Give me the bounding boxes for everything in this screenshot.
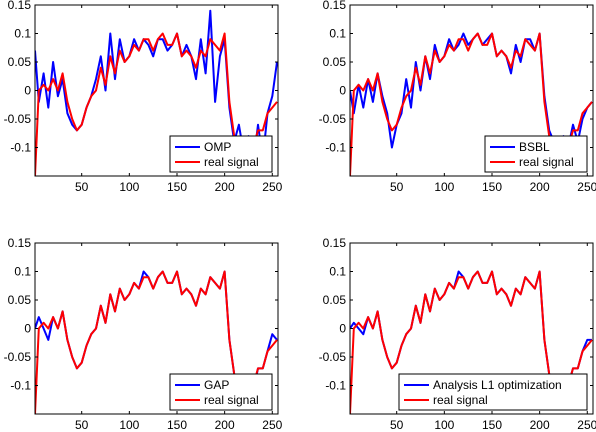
legend-label: real signal bbox=[204, 393, 259, 407]
legend-label: real signal bbox=[519, 155, 574, 169]
y-tick-label: -0.05 bbox=[319, 350, 347, 364]
x-tick-label: 150 bbox=[482, 418, 502, 432]
legend-label: Analysis L1 optimization bbox=[433, 378, 562, 392]
legend-label: OMP bbox=[204, 140, 231, 154]
y-tick-label: 0.05 bbox=[323, 293, 347, 307]
y-tick-label: -0.1 bbox=[325, 141, 346, 155]
x-tick-label: 100 bbox=[434, 180, 454, 194]
x-tick-label: 150 bbox=[167, 180, 187, 194]
chart-panel-2: 50 100 150 200 250 -0.1 -0.05 0 0.05 0.1 0.15 BSBLr… bbox=[319, 0, 596, 194]
chart-panel-3: 50 100 150 200 250 -0.1 -0.05 0 0.05 0.1 0.15 GAPre… bbox=[4, 236, 283, 432]
x-tick-label: 200 bbox=[215, 418, 235, 432]
y-tick-label: 0.1 bbox=[329, 27, 346, 41]
y-tick-label: -0.1 bbox=[10, 141, 31, 155]
x-tick-label: 250 bbox=[577, 418, 596, 432]
y-tick-label: 0.05 bbox=[8, 293, 32, 307]
x-tick-label: 50 bbox=[75, 180, 89, 194]
x-tick-label: 200 bbox=[530, 180, 550, 194]
x-tick-label: 150 bbox=[482, 180, 502, 194]
x-tick-label: 50 bbox=[390, 418, 404, 432]
y-tick-label: 0.15 bbox=[323, 0, 347, 12]
y-tick-label: 0 bbox=[24, 84, 31, 98]
y-tick-label: -0.1 bbox=[10, 379, 31, 393]
y-tick-label: 0.05 bbox=[8, 55, 32, 69]
x-tick-label: 200 bbox=[215, 180, 235, 194]
x-tick-label: 100 bbox=[119, 418, 139, 432]
legend-box bbox=[398, 373, 588, 411]
y-tick-label: 0 bbox=[339, 84, 346, 98]
x-tick-label: 150 bbox=[167, 418, 187, 432]
y-tick-label: 0 bbox=[24, 322, 31, 336]
y-tick-label: -0.05 bbox=[4, 112, 32, 126]
y-tick-label: 0 bbox=[339, 322, 346, 336]
series-line-estimate bbox=[35, 9, 278, 166]
x-tick-label: 200 bbox=[530, 418, 550, 432]
y-tick-label: -0.05 bbox=[319, 112, 347, 126]
y-tick-label: -0.05 bbox=[4, 350, 32, 364]
legend-box bbox=[484, 135, 588, 173]
chart-panel-4: 50 100 150 200 250 -0.1 -0.05 0 0.05 0.1 0.15 Analy… bbox=[319, 236, 596, 432]
y-tick-label: 0.15 bbox=[8, 236, 32, 250]
legend-box bbox=[169, 373, 273, 411]
y-tick-label: 0.15 bbox=[8, 0, 32, 12]
x-tick-label: 50 bbox=[75, 418, 89, 432]
y-tick-label: 0.1 bbox=[329, 265, 346, 279]
y-tick-label: 0.05 bbox=[323, 55, 347, 69]
legend-box bbox=[169, 135, 273, 173]
y-tick-label: 0.1 bbox=[14, 27, 31, 41]
x-tick-label: 100 bbox=[434, 418, 454, 432]
x-tick-label: 250 bbox=[262, 180, 282, 194]
x-tick-label: 250 bbox=[262, 418, 282, 432]
legend-label: BSBL bbox=[519, 140, 550, 154]
x-tick-label: 100 bbox=[119, 180, 139, 194]
legend-label: real signal bbox=[433, 393, 488, 407]
y-tick-label: 0.1 bbox=[14, 265, 31, 279]
x-tick-label: 250 bbox=[577, 180, 596, 194]
x-tick-label: 50 bbox=[390, 180, 404, 194]
y-tick-label: -0.1 bbox=[325, 379, 346, 393]
legend-label: real signal bbox=[204, 155, 259, 169]
y-tick-label: 0.15 bbox=[323, 236, 347, 250]
legend-label: GAP bbox=[204, 378, 229, 392]
chart-panel-1: 50 100 150 200 250 -0.1 -0.05 0 0.05 0.1 0.15 OMPre… bbox=[4, 0, 283, 194]
